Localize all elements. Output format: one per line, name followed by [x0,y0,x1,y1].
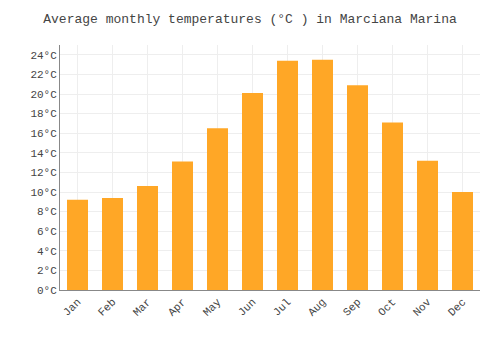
svg-text:Nov: Nov [411,296,434,319]
svg-text:Jan: Jan [61,296,83,318]
svg-text:Sep: Sep [341,296,363,318]
svg-text:Feb: Feb [96,296,118,318]
svg-text:20°C: 20°C [30,89,57,101]
svg-text:2°C: 2°C [37,265,57,277]
svg-text:8°C: 8°C [37,206,57,218]
svg-text:4°C: 4°C [37,246,57,258]
svg-text:Oct: Oct [376,296,398,318]
svg-text:22°C: 22°C [30,69,57,81]
svg-text:16°C: 16°C [30,128,57,140]
svg-text:Average monthly temperatures (: Average monthly temperatures (°C ) in Ma… [43,12,457,27]
svg-text:Mar: Mar [131,296,153,318]
svg-text:6°C: 6°C [37,226,57,238]
svg-text:12°C: 12°C [30,167,57,179]
svg-text:May: May [201,296,224,319]
svg-text:Apr: Apr [166,296,188,318]
svg-text:Jun: Jun [236,296,258,318]
svg-text:24°C: 24°C [30,50,57,62]
svg-text:Jul: Jul [271,296,293,318]
svg-text:Dec: Dec [446,296,468,318]
svg-text:Aug: Aug [306,296,328,318]
svg-text:18°C: 18°C [30,108,57,120]
svg-text:0°C: 0°C [37,285,57,297]
svg-text:14°C: 14°C [30,148,57,160]
svg-text:10°C: 10°C [30,187,57,199]
